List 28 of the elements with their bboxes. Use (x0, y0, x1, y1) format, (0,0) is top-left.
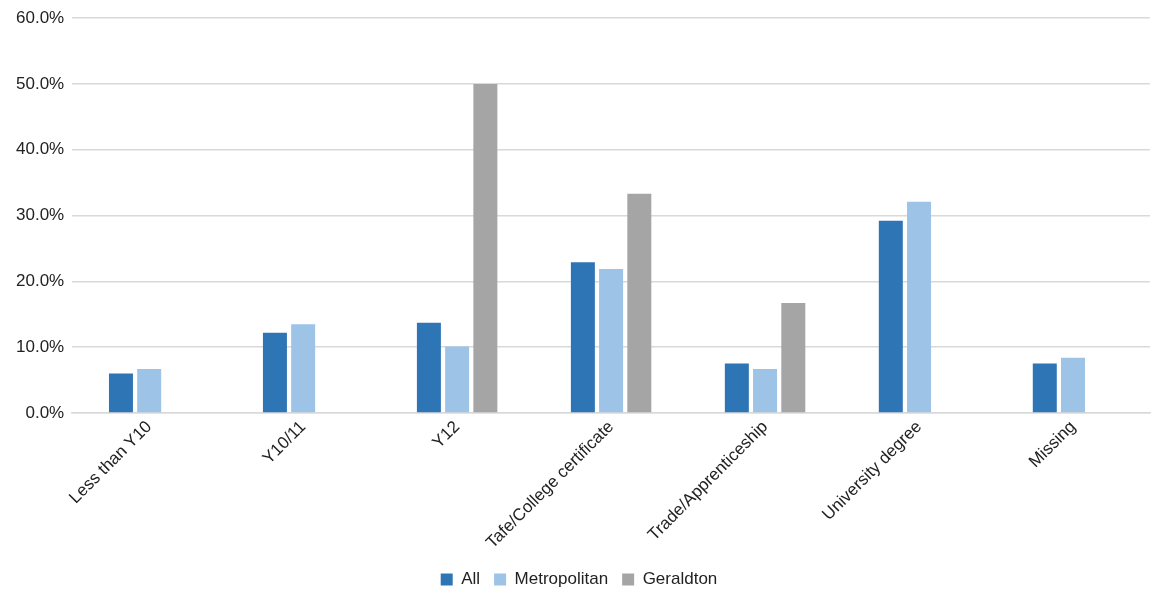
bar (878, 220, 903, 413)
y-tick-label: 20.0% (16, 271, 65, 291)
bar (781, 303, 806, 413)
bar (1061, 357, 1086, 413)
y-tick-label: 0.0% (25, 402, 65, 422)
legend-label: Geraldton (642, 569, 718, 589)
y-tick-label: 40.0% (16, 139, 65, 159)
bar (291, 324, 316, 413)
bar (724, 363, 749, 413)
y-tick-label: 60.0% (16, 7, 65, 27)
bar (570, 262, 595, 413)
bar (753, 368, 778, 413)
y-tick-label: 50.0% (16, 73, 65, 93)
x-tick-label: Y12 (428, 416, 464, 452)
bar (907, 201, 932, 413)
legend-label: All (461, 569, 481, 589)
bar (445, 346, 470, 413)
y-tick-label: 30.0% (16, 205, 65, 225)
y-tick-label: 10.0% (16, 336, 65, 356)
bar (473, 84, 498, 413)
legend-label: Metropolitan (514, 569, 609, 589)
bar (627, 193, 652, 413)
bar (108, 373, 133, 413)
bar (137, 368, 162, 413)
bar (1032, 363, 1057, 413)
bar (262, 332, 287, 413)
bar (416, 322, 441, 413)
bar (599, 268, 624, 413)
